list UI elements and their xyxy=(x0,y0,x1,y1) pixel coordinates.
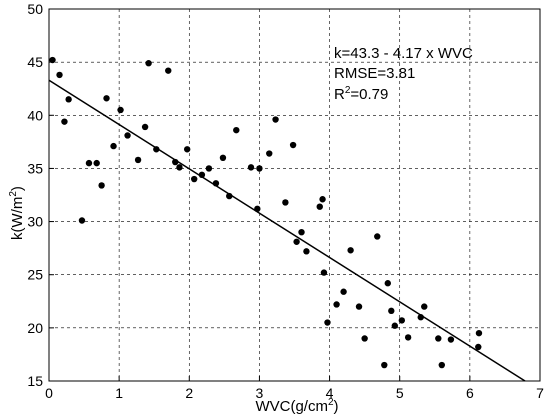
grid-lines xyxy=(49,9,540,381)
data-point-56 xyxy=(438,361,445,369)
data-point-53 xyxy=(417,314,424,321)
x-tick-label-1: 1 xyxy=(115,385,123,401)
data-point-7 xyxy=(98,182,105,189)
x-tick-label-0: 0 xyxy=(45,385,53,401)
data-point-48 xyxy=(384,280,391,287)
data-point-25 xyxy=(226,192,233,200)
y-tick-label-7: 50 xyxy=(27,1,43,17)
data-point-45 xyxy=(361,335,368,342)
data-point-17 xyxy=(172,158,179,166)
y-tick-label-5: 40 xyxy=(27,107,43,123)
data-point-12 xyxy=(134,156,142,164)
data-point-19 xyxy=(183,146,191,153)
data-point-27 xyxy=(247,164,255,171)
x-tick-label-4: 4 xyxy=(326,385,334,401)
regression-line xyxy=(48,79,526,382)
data-point-20 xyxy=(190,175,198,183)
data-point-46 xyxy=(374,233,381,240)
data-point-11 xyxy=(124,132,131,139)
rmse-annotation: RMSE=3.81 xyxy=(334,65,415,82)
data-point-2 xyxy=(61,118,68,125)
data-point-3 xyxy=(65,96,72,103)
data-point-23 xyxy=(212,180,220,187)
data-point-34 xyxy=(293,238,300,245)
data-point-22 xyxy=(205,165,213,172)
data-point-47 xyxy=(381,361,388,369)
data-point-16 xyxy=(165,67,172,74)
data-point-41 xyxy=(333,301,340,308)
data-point-28 xyxy=(254,205,261,213)
data-point-50 xyxy=(391,322,399,329)
y-tick-label-4: 35 xyxy=(27,160,43,176)
data-point-49 xyxy=(388,307,395,315)
data-point-37 xyxy=(316,203,323,210)
data-point-10 xyxy=(117,106,124,114)
data-point-21 xyxy=(198,171,206,179)
data-point-1 xyxy=(56,71,63,79)
x-tick-label-7: 7 xyxy=(536,385,544,401)
data-point-14 xyxy=(145,60,152,67)
data-points xyxy=(49,56,483,369)
y-axis-label: k(W/m2) xyxy=(8,186,26,240)
data-point-5 xyxy=(85,159,93,167)
data-point-4 xyxy=(78,217,86,224)
data-point-29 xyxy=(256,165,263,172)
data-point-55 xyxy=(435,335,442,342)
data-point-38 xyxy=(319,196,326,203)
data-point-15 xyxy=(153,146,160,153)
data-point-31 xyxy=(272,116,279,123)
x-axis-label: WVC(g/cm2) xyxy=(255,397,338,415)
data-point-39 xyxy=(320,269,328,276)
data-point-33 xyxy=(289,141,297,149)
x-tick-label-2: 2 xyxy=(185,385,193,401)
data-point-42 xyxy=(340,288,347,295)
data-point-51 xyxy=(398,317,406,324)
data-point-57 xyxy=(447,336,455,343)
data-point-54 xyxy=(421,303,428,310)
x-tick-labels: 0 1 2 3 4 5 6 7 xyxy=(45,376,544,401)
y-tick-labels: 15 20 25 30 35 40 45 50 xyxy=(27,1,54,389)
data-point-43 xyxy=(347,247,354,254)
data-point-35 xyxy=(298,229,305,236)
data-point-26 xyxy=(233,126,240,134)
fit-equation: k=43.3 - 4.17 x WVC xyxy=(334,45,473,62)
x-tick-label-6: 6 xyxy=(466,385,474,401)
data-point-24 xyxy=(219,154,227,161)
data-point-59 xyxy=(475,329,483,337)
data-point-44 xyxy=(355,303,363,310)
y-tick-label-3: 30 xyxy=(27,214,43,230)
data-point-8 xyxy=(103,95,110,102)
data-point-36 xyxy=(303,248,310,255)
r2-annotation: R2=0.79 xyxy=(334,85,388,103)
data-point-30 xyxy=(266,150,273,157)
y-tick-label-0: 15 xyxy=(27,373,43,389)
data-point-58 xyxy=(475,343,482,351)
y-tick-label-2: 25 xyxy=(27,267,43,283)
data-point-32 xyxy=(282,199,289,206)
data-point-52 xyxy=(404,334,412,341)
data-point-40 xyxy=(324,319,331,326)
x-tick-label-5: 5 xyxy=(396,385,404,401)
plot-frame xyxy=(48,8,541,382)
data-point-0 xyxy=(49,56,56,64)
data-point-9 xyxy=(110,142,117,150)
x-tick-label-3: 3 xyxy=(256,385,264,401)
data-point-13 xyxy=(141,123,149,131)
data-point-6 xyxy=(93,159,100,167)
data-point-18 xyxy=(176,164,183,171)
y-tick-label-1: 20 xyxy=(27,320,43,336)
y-tick-label-6: 45 xyxy=(27,54,43,70)
